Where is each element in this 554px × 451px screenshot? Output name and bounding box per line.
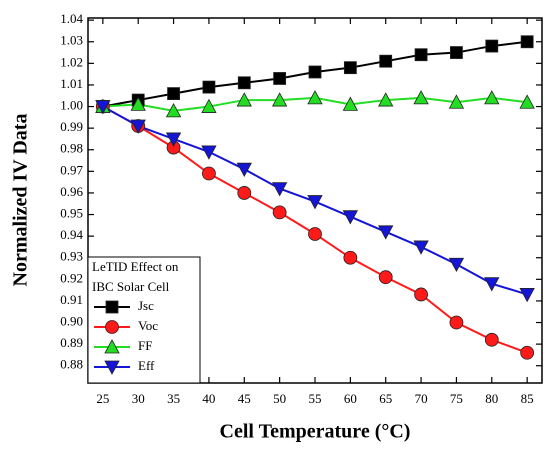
y-tick-label: 0.91 (60, 292, 83, 307)
x-tick-label: 70 (415, 391, 428, 406)
y-tick-label: 0.97 (60, 162, 83, 177)
marker (378, 92, 394, 107)
x-tick-label: 75 (450, 391, 463, 406)
marker (307, 195, 323, 210)
marker (413, 240, 429, 255)
marker (201, 98, 217, 113)
marker (95, 100, 111, 115)
marker (271, 92, 288, 107)
marker (520, 35, 534, 49)
x-tick-label: 25 (96, 391, 109, 406)
x-tick-label: 30 (132, 391, 145, 406)
marker (237, 186, 252, 200)
marker (307, 90, 323, 105)
x-tick-label: 55 (309, 391, 322, 406)
y-tick-label: 0.99 (60, 119, 83, 134)
marker (484, 90, 500, 105)
legend-title: LeTID Effect on (92, 259, 179, 274)
marker (519, 94, 535, 109)
legend-marker (105, 320, 119, 334)
x-tick-label: 50 (273, 391, 286, 406)
legend-label: Voc (138, 318, 158, 333)
marker (413, 90, 429, 105)
x-tick-label: 35 (167, 391, 180, 406)
marker (272, 205, 287, 220)
marker (308, 65, 322, 79)
y-axis-title: Normalized IV Data (10, 114, 32, 287)
legend-label: Jsc (138, 298, 154, 313)
marker (414, 287, 428, 302)
marker (450, 46, 463, 59)
legend-title: IBC Solar Cell (92, 279, 170, 294)
legend-marker (104, 339, 120, 354)
marker (484, 277, 500, 292)
legend-label: FF (138, 338, 152, 353)
y-tick-label: 0.96 (60, 184, 83, 199)
marker (236, 162, 252, 178)
marker (414, 48, 428, 62)
marker (484, 332, 499, 347)
marker (308, 227, 322, 241)
y-tick-label: 1.04 (60, 11, 83, 26)
plot-frame (87, 17, 543, 384)
x-tick-label: 60 (344, 391, 357, 406)
y-tick-label: 1.01 (60, 76, 83, 91)
y-tick-label: 0.98 (60, 141, 83, 156)
marker (342, 210, 359, 225)
legend-marker (104, 360, 120, 375)
marker (379, 54, 393, 68)
y-tick-label: 0.93 (60, 249, 83, 264)
marker (201, 145, 217, 160)
marker (378, 270, 393, 285)
marker (520, 345, 535, 360)
y-tick-label: 0.89 (60, 335, 83, 350)
y-tick-label: 1.02 (60, 54, 83, 69)
y-tick-label: 0.95 (60, 206, 83, 221)
marker (519, 288, 535, 303)
marker (167, 87, 180, 100)
y-tick-label: 0.92 (60, 270, 83, 285)
y-tick-label: 0.94 (60, 227, 83, 242)
x-tick-label: 45 (238, 391, 251, 406)
marker (165, 103, 182, 118)
marker (202, 166, 216, 181)
marker (237, 76, 251, 90)
marker (448, 94, 465, 109)
marker (273, 72, 287, 85)
y-tick-label: 1.00 (60, 98, 83, 113)
y-tick-label: 0.88 (60, 357, 83, 372)
marker (165, 132, 182, 147)
legend-marker (105, 300, 119, 314)
x-tick-label: 85 (521, 391, 534, 406)
marker (449, 315, 464, 330)
x-tick-label: 80 (485, 391, 498, 406)
legend-label: Eff (138, 358, 155, 373)
marker (236, 92, 252, 107)
y-tick-label: 1.03 (60, 33, 83, 48)
marker (485, 39, 499, 53)
y-tick-label: 0.90 (60, 314, 83, 329)
marker (343, 250, 358, 265)
marker (130, 119, 146, 134)
marker (343, 61, 357, 75)
marker (448, 257, 465, 273)
x-axis-title: Cell Temperature (°C) (220, 421, 411, 443)
marker (130, 96, 146, 111)
x-tick-label: 65 (379, 391, 392, 406)
marker (378, 225, 394, 240)
x-tick-label: 40 (202, 391, 215, 406)
marker (342, 96, 359, 111)
marker (271, 182, 288, 197)
marker (202, 80, 216, 94)
